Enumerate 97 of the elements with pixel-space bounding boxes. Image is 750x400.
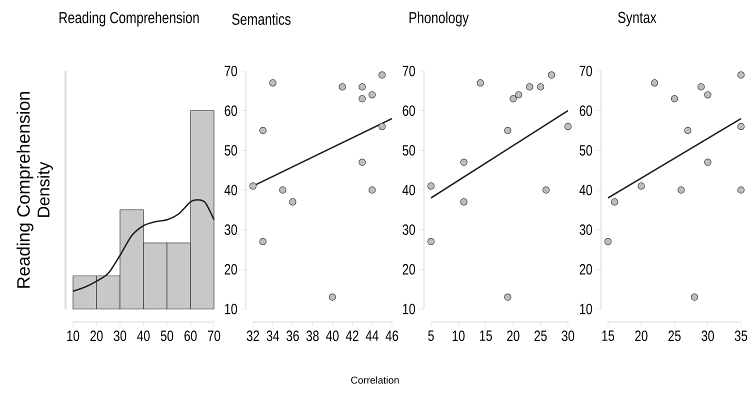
point xyxy=(289,198,296,206)
point xyxy=(358,83,366,90)
chart-title: Semantics xyxy=(232,13,291,25)
point xyxy=(678,186,685,194)
point xyxy=(704,91,712,98)
x-tick-label: 20 xyxy=(507,330,520,342)
y-tick-label: 50 xyxy=(224,145,238,156)
y-tick-label: 10 xyxy=(580,304,592,314)
y-tick-label: 70 xyxy=(580,66,592,76)
point xyxy=(259,126,267,134)
point xyxy=(564,122,572,130)
x-tick-label: 20 xyxy=(90,330,103,342)
x-tick-label: 10 xyxy=(67,330,80,342)
x-tick-label: 36 xyxy=(286,330,299,342)
y-tick-label: 50 xyxy=(402,145,416,156)
point xyxy=(358,158,366,166)
x-axis-title: Correlation xyxy=(351,376,399,384)
point xyxy=(279,186,286,194)
x-tick-label: 70 xyxy=(208,330,220,342)
x-tick-label: 35 xyxy=(734,330,748,342)
x-tick-label: 30 xyxy=(702,330,714,342)
y-tick-label: 20 xyxy=(580,264,592,275)
point xyxy=(650,79,658,86)
y-axis-title: Reading Comprehension xyxy=(16,92,34,288)
point xyxy=(358,95,366,102)
x-tick-label: 60 xyxy=(184,330,197,342)
x-tick-label: 15 xyxy=(480,330,492,341)
x-tick-label: 10 xyxy=(452,330,465,342)
x-tick-label: 5 xyxy=(428,330,434,341)
point xyxy=(737,122,745,130)
y-tick-label: 30 xyxy=(580,224,592,235)
point xyxy=(259,238,267,246)
x-tick-label: 46 xyxy=(386,330,398,342)
x-tick-label: 34 xyxy=(266,330,280,342)
point xyxy=(704,158,712,166)
point xyxy=(515,91,522,98)
x-tick-label: 44 xyxy=(366,330,378,341)
y-tick-label: 30 xyxy=(224,224,238,235)
y-tick-label: 40 xyxy=(224,184,238,196)
point xyxy=(368,186,376,194)
point xyxy=(460,198,468,206)
point xyxy=(537,83,544,90)
y-tick-label: 60 xyxy=(580,105,592,116)
y-tick-label: 20 xyxy=(224,264,238,275)
y-tick-label: 70 xyxy=(224,66,238,76)
x-tick-label: 32 xyxy=(246,330,260,342)
point xyxy=(611,198,618,206)
point xyxy=(510,95,517,102)
point xyxy=(476,79,484,86)
x-tick-label: 25 xyxy=(534,330,547,342)
point xyxy=(338,83,346,90)
y-tick-label: 30 xyxy=(402,224,416,235)
x-tick-label: 30 xyxy=(114,330,126,342)
point xyxy=(378,122,386,130)
point xyxy=(460,158,468,166)
y-tick-label: 40 xyxy=(579,184,592,196)
x-tick-label: 25 xyxy=(668,330,681,342)
point xyxy=(526,83,534,90)
point xyxy=(368,91,376,98)
point xyxy=(670,95,678,102)
x-tick-label: 50 xyxy=(160,330,174,342)
point xyxy=(690,294,698,301)
point xyxy=(427,182,435,190)
point xyxy=(548,71,556,79)
point xyxy=(698,83,705,90)
x-tick-label: 38 xyxy=(306,330,319,342)
point xyxy=(737,71,745,79)
y-tick-label: 50 xyxy=(580,145,592,156)
x-tick-label: 15 xyxy=(602,330,614,341)
y-tick-label: 10 xyxy=(403,304,416,314)
y-tick-label: 20 xyxy=(402,264,416,275)
y-tick-label: 60 xyxy=(224,105,238,116)
point xyxy=(249,182,257,190)
y-tick-label: 70 xyxy=(402,66,416,76)
point xyxy=(604,238,612,246)
y-tick-label: 10 xyxy=(225,304,238,314)
x-tick-label: 20 xyxy=(635,330,648,342)
point xyxy=(684,126,692,134)
point xyxy=(269,79,276,86)
point xyxy=(542,186,550,194)
chart-title: Reading Comprehension xyxy=(60,12,199,26)
point xyxy=(504,126,512,134)
x-tick-label: 30 xyxy=(562,330,574,342)
point xyxy=(638,182,645,190)
y-tick-label: 40 xyxy=(402,184,416,196)
y-tick-label: 60 xyxy=(402,105,416,116)
chart-title: Phonology xyxy=(410,12,469,26)
point xyxy=(737,186,745,194)
point xyxy=(504,294,512,301)
x-tick-label: 40 xyxy=(326,330,339,342)
x-tick-label: 42 xyxy=(346,330,358,341)
chart-title: Syntax xyxy=(618,12,656,26)
point xyxy=(378,71,386,79)
x-tick-label: 40 xyxy=(137,330,150,342)
point xyxy=(328,294,336,301)
y-axis-title: Density xyxy=(37,162,53,217)
point xyxy=(427,238,435,246)
